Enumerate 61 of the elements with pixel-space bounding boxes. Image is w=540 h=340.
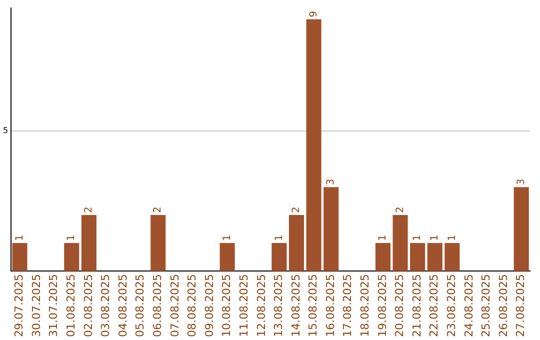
x-tick-label: 17.08.2025 [341, 274, 354, 338]
data-label: 1 [66, 234, 78, 242]
data-label: 1 [378, 234, 389, 242]
data-label: 2 [291, 206, 302, 214]
data-label: 2 [152, 206, 164, 214]
bar [12, 243, 28, 272]
x-tick-label: 11.08.2025 [237, 274, 250, 338]
bar [392, 215, 408, 272]
x-tick-label: 19.08.2025 [376, 274, 389, 338]
x-tick-label: 29.07.2025 [12, 274, 26, 338]
bar [324, 187, 339, 272]
bar [272, 243, 287, 272]
x-tick-label: 12.08.2025 [254, 274, 268, 338]
x-tick-label: 25.08.2025 [480, 274, 493, 338]
data-label: 1 [446, 234, 458, 242]
y-tick-label: 5 [2, 126, 8, 136]
data-label: 3 [326, 178, 337, 186]
data-label: 2 [84, 206, 95, 214]
x-tick-label: 21.08.2025 [410, 274, 424, 338]
data-label: 1 [412, 234, 424, 242]
data-label: 9 [308, 10, 320, 18]
bar [220, 243, 235, 272]
x-tick-label: 16.08.2025 [324, 274, 337, 338]
x-tick-label: 13.08.2025 [272, 274, 286, 338]
bar [375, 243, 390, 272]
x-tick-label: 20.08.2025 [393, 274, 406, 338]
bar [64, 243, 80, 272]
bar [288, 215, 304, 272]
x-tick-label: 15.08.2025 [306, 274, 320, 338]
bar [444, 243, 460, 272]
data-label: 3 [516, 178, 527, 186]
x-tick-label: 07.08.2025 [168, 274, 182, 338]
x-tick-label: 14.08.2025 [289, 274, 302, 338]
data-label: 1 [222, 234, 233, 242]
bar [81, 215, 96, 272]
bar [427, 243, 442, 272]
x-tick-label: 05.08.2025 [134, 274, 147, 338]
x-tick-label: 26.08.2025 [496, 274, 510, 338]
bar [150, 215, 166, 272]
x-tick-label: 23.08.2025 [445, 274, 458, 338]
bar [514, 187, 529, 272]
x-tick-label: 04.08.2025 [116, 274, 130, 338]
x-tick-label: 08.08.2025 [186, 274, 199, 338]
bar [410, 243, 426, 272]
x-tick-label: 24.08.2025 [462, 274, 476, 338]
x-tick-label: 27.08.2025 [514, 274, 528, 338]
x-tick-label: 18.08.2025 [358, 274, 372, 338]
data-label: 1 [274, 234, 285, 242]
x-tick-label: 22.08.2025 [428, 274, 441, 338]
x-tick-label: 03.08.2025 [99, 274, 112, 338]
x-tick-label: 09.08.2025 [202, 274, 216, 338]
x-tick-label: 02.08.2025 [82, 274, 95, 338]
data-label: 1 [14, 234, 26, 242]
x-tick-label: 31.07.2025 [47, 274, 60, 338]
x-tick-label: 06.08.2025 [150, 274, 164, 338]
x-tick-label: 01.08.2025 [64, 274, 78, 338]
bar [306, 19, 322, 272]
x-tick-label: 30.07.2025 [30, 274, 43, 338]
data-label: 2 [394, 206, 406, 214]
x-tick-label: 10.08.2025 [220, 274, 234, 338]
data-label: 1 [429, 234, 440, 242]
